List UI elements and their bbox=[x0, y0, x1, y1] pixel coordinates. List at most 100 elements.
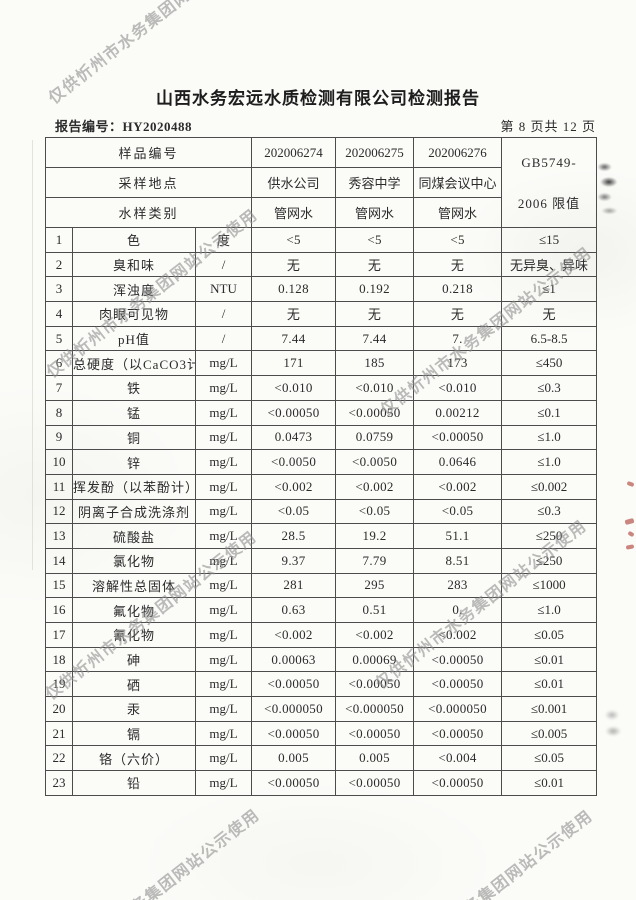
unit-cell: mg/L bbox=[194, 770, 253, 796]
unit-cell: NTU bbox=[194, 276, 253, 303]
location-cell: 同煤会议中心 bbox=[413, 167, 503, 198]
unit-cell: / bbox=[194, 301, 253, 327]
value-cell: 7. bbox=[413, 325, 503, 352]
param-name-cell: 硒 bbox=[72, 671, 196, 698]
sample-no-cell: 202006276 bbox=[413, 137, 503, 168]
table-row: 23 铅 mg/L <0.00050 <0.00050 <0.00050 ≤0.01 bbox=[45, 770, 598, 796]
limit-cell: ≤0.001 bbox=[501, 696, 598, 722]
table-row: 16 氟化物 mg/L 0.63 0.51 0. ≤1.0 bbox=[45, 597, 598, 623]
value-cell: 无 bbox=[251, 251, 337, 278]
limit-header-line1: GB5749- bbox=[521, 154, 577, 170]
param-no-cell: 2 bbox=[45, 251, 73, 278]
red-ink-speck bbox=[626, 480, 635, 488]
param-no-cell: 5 bbox=[45, 325, 73, 352]
value-cell: <0.000050 bbox=[413, 696, 503, 722]
value-cell: 0.0759 bbox=[335, 424, 415, 451]
param-name-cell: 溶解性总固体 bbox=[72, 572, 196, 599]
sample-no-label-cell: 样品编号 bbox=[44, 137, 253, 168]
value-cell: 0.005 bbox=[335, 745, 415, 772]
param-name-cell: 挥发酚（以苯酚计） bbox=[72, 473, 196, 500]
table-row: 7 铁 mg/L <0.010 <0.010 <0.010 ≤0.3 bbox=[45, 375, 598, 401]
value-cell: <0.00050 bbox=[251, 770, 337, 796]
param-name-cell: 砷 bbox=[72, 646, 196, 673]
page-title: 山西水务宏远水质检测有限公司检测报告 bbox=[156, 89, 480, 108]
param-name-cell: 镉 bbox=[72, 720, 196, 747]
table-row: 5 pH值/7.44 7.44 7. 6.5-8.5 bbox=[45, 325, 598, 352]
param-name-cell: 氯化物 bbox=[72, 547, 196, 574]
value-cell: <0.05 bbox=[335, 498, 415, 525]
value-cell: <5 bbox=[413, 227, 503, 253]
param-no-cell: 13 bbox=[45, 523, 73, 549]
value-cell: <0.004 bbox=[413, 745, 503, 772]
value-cell: 7.44 bbox=[335, 325, 415, 352]
page-indicator: 第 8 页共 12 页 bbox=[500, 119, 596, 134]
param-no-cell: 14 bbox=[45, 547, 73, 574]
value-cell: <5 bbox=[335, 227, 415, 253]
param-name-cell: 硫酸盐 bbox=[72, 523, 196, 549]
param-no-cell: 20 bbox=[45, 696, 73, 722]
value-cell: <0.010 bbox=[413, 375, 503, 401]
value-cell: 19.2 bbox=[335, 523, 415, 549]
location-cell: 秀容中学 bbox=[335, 167, 415, 198]
value-cell: 0.0473 bbox=[251, 424, 337, 451]
unit-cell: 度 bbox=[194, 227, 253, 253]
value-cell: <0.00050 bbox=[335, 720, 415, 747]
param-no-cell: 12 bbox=[45, 498, 73, 525]
unit-cell: mg/L bbox=[194, 375, 253, 401]
table-row: 11 挥发酚（以苯酚计） mg/L <0.002 <0.002 <0.002 ≤0.002 bbox=[45, 473, 598, 500]
unit-cell: mg/L bbox=[194, 547, 253, 574]
sample-no-cell: 202006275 bbox=[335, 137, 415, 168]
param-no-cell: 9 bbox=[45, 424, 73, 451]
limit-cell: ≤1.0 bbox=[501, 424, 598, 451]
param-name-cell: 总硬度（以CaCO3计） bbox=[72, 350, 196, 377]
value-cell: 51.1 bbox=[413, 523, 503, 549]
header-row-sample-no: 样品编号 202006274 202006275 202006276 GB574… bbox=[44, 137, 598, 228]
table-row: 4 肉眼可见物 / 无无无无 bbox=[45, 301, 598, 327]
limit-cell: ≤0.05 bbox=[501, 622, 598, 648]
param-name-cell: 氟化物 bbox=[72, 597, 196, 623]
location-cell: 供水公司 bbox=[251, 167, 337, 198]
value-cell: <0.00050 bbox=[251, 720, 337, 747]
value-cell: <0.000050 bbox=[335, 696, 415, 722]
limit-cell: ≤1000 bbox=[501, 572, 598, 599]
param-name-cell: 铁 bbox=[72, 375, 196, 401]
value-cell: 9.37 bbox=[251, 547, 337, 574]
value-cell: <0.00050 bbox=[413, 770, 503, 796]
value-cell: <0.00050 bbox=[335, 671, 415, 698]
value-cell: <0.00050 bbox=[251, 671, 337, 698]
param-name-cell: 铅 bbox=[72, 770, 196, 796]
limit-cell: ≤0.01 bbox=[501, 770, 598, 796]
value-cell: <0.05 bbox=[251, 498, 337, 525]
value-cell: 无 bbox=[251, 301, 337, 327]
limit-header-cell: GB5749- 2006 限值 bbox=[501, 137, 598, 228]
param-no-cell: 18 bbox=[45, 646, 73, 673]
value-cell: <0.010 bbox=[251, 375, 337, 401]
param-name-cell: 阴离子合成洗涤剂 bbox=[72, 498, 196, 525]
table-row: 13 硫酸盐 mg/L 28.5 19.2 51.1 ≤250 bbox=[45, 523, 598, 549]
param-name-cell: 锰 bbox=[72, 399, 196, 426]
value-cell: 0.0646 bbox=[413, 449, 503, 475]
value-cell: 7.79 bbox=[335, 547, 415, 574]
param-name-cell: 锌 bbox=[72, 449, 196, 475]
unit-cell: mg/L bbox=[194, 523, 253, 549]
param-name-cell: 臭和味 bbox=[72, 251, 196, 278]
unit-cell: mg/L bbox=[194, 720, 253, 747]
value-cell: <0.00050 bbox=[413, 424, 503, 451]
limit-cell: ≤0.01 bbox=[501, 646, 598, 673]
param-name-cell: pH值 bbox=[72, 325, 196, 352]
limit-cell: 无 bbox=[501, 301, 598, 327]
limit-cell: ≤0.01 bbox=[501, 671, 598, 698]
location-label-cell: 采样地点 bbox=[44, 167, 253, 198]
value-cell: 171 bbox=[251, 350, 337, 377]
report-meta: 报告编号：HY2020488 第 8 页共 12 页 bbox=[55, 116, 596, 135]
table-row: 17 氰化物 mg/L <0.002 <0.002 <0.002 ≤0.05 bbox=[45, 622, 598, 648]
table-row: 1 色度 <5 <5 <5 ≤15 bbox=[45, 227, 598, 253]
value-cell: 28.5 bbox=[251, 523, 337, 549]
unit-cell: mg/L bbox=[194, 745, 253, 772]
value-cell: <0.002 bbox=[335, 622, 415, 648]
value-cell: 0.128 bbox=[251, 276, 337, 303]
limit-cell: ≤1.0 bbox=[501, 597, 598, 623]
limit-cell: 6.5-8.5 bbox=[501, 325, 598, 352]
